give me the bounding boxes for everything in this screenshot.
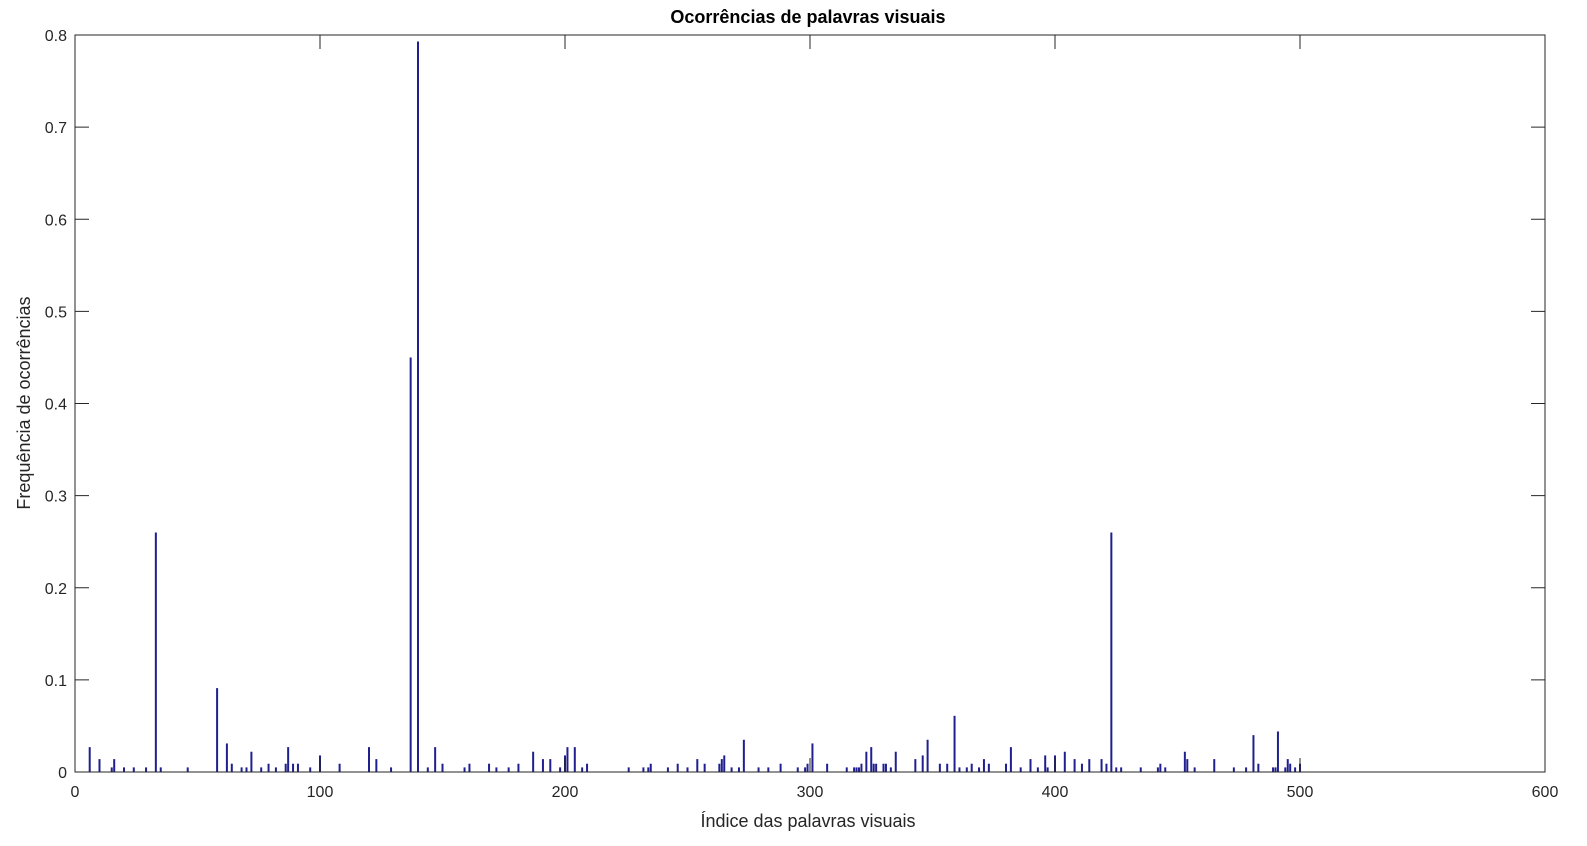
x-tick-label: 600 (1532, 784, 1559, 801)
x-axis-label: Índice das palavras visuais (700, 811, 915, 831)
y-tick-label: 0.4 (45, 397, 67, 414)
y-tick-label: 0.7 (45, 120, 67, 137)
chart-title: Ocorrências de palavras visuais (670, 7, 945, 27)
y-axis-label: Frequência de ocorrências (14, 296, 34, 509)
x-tick-label: 400 (1042, 784, 1069, 801)
y-tick-label: 0.5 (45, 304, 67, 321)
x-tick-label: 100 (307, 784, 334, 801)
x-tick-label: 500 (1287, 784, 1314, 801)
y-tick-label: 0.1 (45, 673, 67, 690)
bar-series (75, 41, 1545, 773)
x-tick-label: 0 (71, 784, 80, 801)
axis-ticks: 0 100 200 300 400 500 600 0 0.1 0.2 0.3 0.4 0.5 0.6 0.… (45, 28, 1559, 801)
y-tick-label: 0.8 (45, 28, 67, 45)
x-tick-label: 200 (552, 784, 579, 801)
y-tick-label: 0.2 (45, 581, 67, 598)
x-tick-label: 300 (797, 784, 824, 801)
y-tick-label: 0.3 (45, 489, 67, 506)
plot-frame (74, 34, 1546, 773)
y-tick-label: 0 (58, 765, 67, 782)
y-tick-label: 0.6 (45, 212, 67, 229)
